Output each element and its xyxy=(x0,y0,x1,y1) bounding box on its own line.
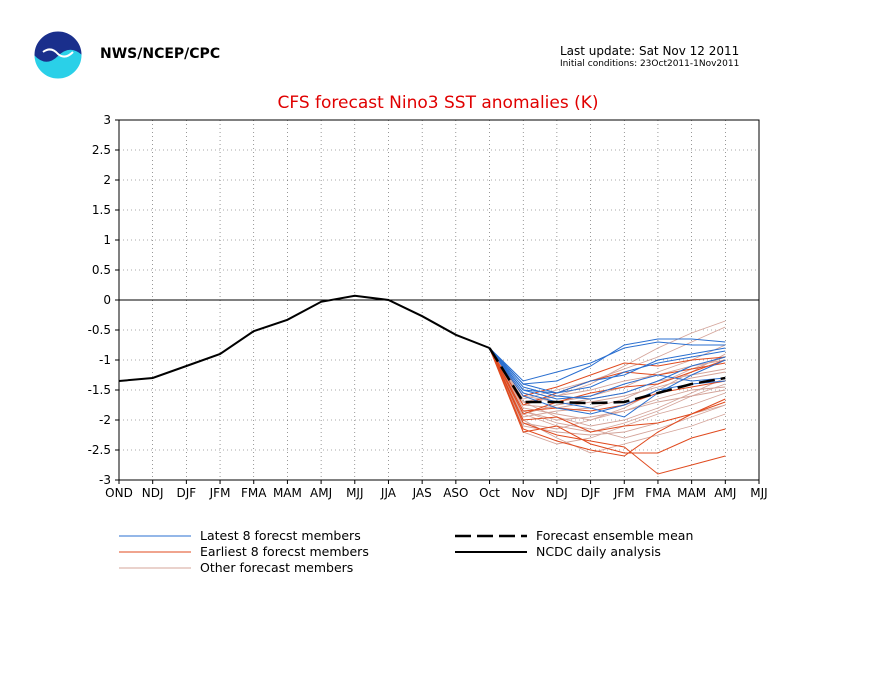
ensemble-mean-line xyxy=(488,347,726,405)
earliest-member-line xyxy=(489,347,726,475)
earliest-members-lines xyxy=(489,347,726,475)
x-tick-label: NDJ xyxy=(546,486,568,500)
y-tick-label: 2 xyxy=(103,173,111,187)
y-axis-ticks: 3 2.5 2 1.5 1 0.5 0 -0.5 -1 -1.5 -2 -2.5 -3 xyxy=(88,113,119,487)
x-tick-label: AMJ xyxy=(714,486,736,500)
latest-member-line xyxy=(489,347,726,394)
latest-member-line xyxy=(489,347,726,418)
legend-label-other: Other forecast members xyxy=(200,560,353,575)
x-tick-label: AMJ xyxy=(310,486,332,500)
analysis-line xyxy=(118,294,490,382)
initial-conditions-label: Initial conditions: 23Oct2011-1Nov2011 xyxy=(560,59,740,69)
analysis-line-group xyxy=(118,294,490,382)
x-tick-label: FMA xyxy=(645,486,671,500)
x-tick-label: JFM xyxy=(209,486,231,500)
y-tick-label: 3 xyxy=(103,113,111,127)
other-member-line xyxy=(489,347,726,445)
other-member-line xyxy=(489,326,726,400)
ensemble-mean-line-group xyxy=(488,347,726,405)
x-tick-label: DJF xyxy=(581,486,601,500)
org-label: NWS/NCEP/CPC xyxy=(100,46,221,62)
latest-member-line xyxy=(489,347,726,400)
x-tick-label: Oct xyxy=(479,486,500,500)
last-update-label: Last update: Sat Nov 12 2011 xyxy=(560,44,740,58)
x-axis-ticks: OND NDJ DJF JFM FMA MAM AMJ MJJ JJA JAS ASO Oct Nov N… xyxy=(105,480,768,500)
earliest-member-line xyxy=(489,347,726,412)
chart-title: CFS forecast Nino3 SST anomalies (K) xyxy=(277,93,598,113)
legend-label-mean: Forecast ensemble mean xyxy=(536,528,693,543)
legend: Latest 8 forecst members Earliest 8 fore… xyxy=(119,528,693,575)
y-tick-label: 1.5 xyxy=(92,203,111,217)
other-member-line xyxy=(489,347,726,439)
x-tick-label: NDJ xyxy=(142,486,164,500)
legend-label-latest: Latest 8 forecst members xyxy=(200,528,361,543)
y-tick-label: -2 xyxy=(99,413,111,427)
x-tick-label: MJJ xyxy=(750,486,767,500)
x-tick-label: ASO xyxy=(443,486,468,500)
y-tick-label: 2.5 xyxy=(92,143,111,157)
y-tick-label: -1.5 xyxy=(88,383,111,397)
x-tick-label: JJA xyxy=(380,486,397,500)
other-member-line xyxy=(489,347,726,454)
x-tick-label: JAS xyxy=(412,486,432,500)
latest-member-line xyxy=(489,347,726,394)
y-tick-label: 0.5 xyxy=(92,263,111,277)
y-tick-label: -1 xyxy=(99,353,111,367)
x-tick-label: FMA xyxy=(241,486,267,500)
x-tick-label: Nov xyxy=(511,486,534,500)
other-member-line xyxy=(489,347,726,430)
other-member-line xyxy=(489,344,726,403)
x-tick-label: MAM xyxy=(273,486,302,500)
x-tick-label: MAM xyxy=(677,486,706,500)
grid-lines xyxy=(119,120,759,480)
legend-label-analysis: NCDC daily analysis xyxy=(536,544,661,559)
latest-member-line xyxy=(489,338,726,385)
latest-member-line xyxy=(489,347,726,400)
y-tick-label: -2.5 xyxy=(88,443,111,457)
legend-label-earliest: Earliest 8 forecst members xyxy=(200,544,369,559)
y-tick-label: 1 xyxy=(103,233,111,247)
y-tick-label: -3 xyxy=(99,473,111,487)
earliest-member-line xyxy=(489,347,726,457)
earliest-member-line xyxy=(489,347,726,433)
x-tick-label: MJJ xyxy=(346,486,363,500)
y-tick-label: 0 xyxy=(103,293,111,307)
x-tick-label: OND xyxy=(105,486,133,500)
y-tick-label: -0.5 xyxy=(88,323,111,337)
x-tick-label: DJF xyxy=(177,486,197,500)
other-member-line xyxy=(489,347,726,427)
x-tick-label: JFM xyxy=(613,486,635,500)
other-member-line xyxy=(489,347,726,418)
earliest-member-line xyxy=(489,347,726,454)
noaa-logo-icon xyxy=(33,30,83,80)
